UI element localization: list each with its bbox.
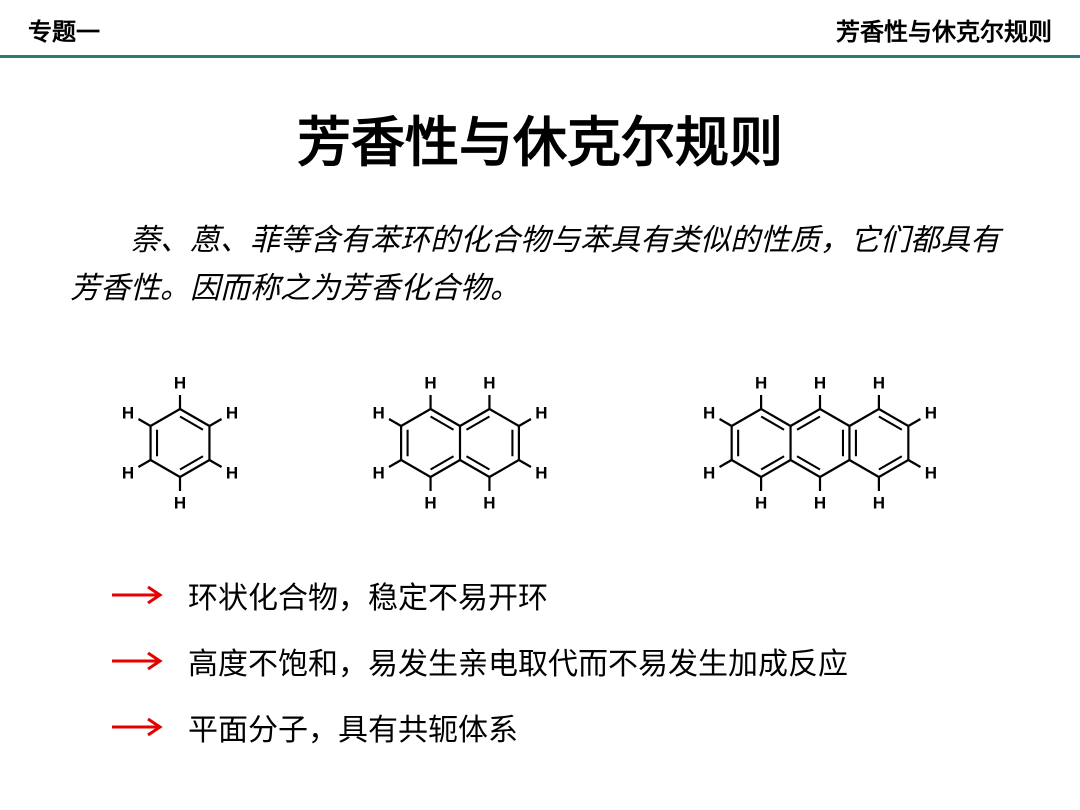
bullet-item: 平面分子，具有共轭体系	[110, 705, 1080, 749]
bullet-text: 高度不饱和，易发生亲电取代而不易发生加成反应	[188, 639, 848, 683]
svg-text:H: H	[755, 493, 767, 512]
header-topic: 专题一	[28, 12, 100, 47]
svg-text:H: H	[925, 463, 937, 482]
svg-text:H: H	[535, 463, 547, 482]
benzene-diagram: H H H H H H	[80, 348, 280, 538]
svg-text:H: H	[483, 493, 495, 512]
bullet-text: 平面分子，具有共轭体系	[188, 705, 518, 749]
svg-text:H: H	[535, 403, 547, 422]
svg-text:H: H	[174, 493, 186, 512]
bullet-item: 高度不饱和，易发生亲电取代而不易发生加成反应	[110, 639, 1080, 683]
slide-header: 专题一 芳香性与休克尔规则	[0, 0, 1080, 58]
svg-text:H: H	[122, 463, 134, 482]
arrow-icon	[110, 583, 170, 607]
svg-text:H: H	[703, 463, 715, 482]
intro-paragraph: 萘、蒽、菲等含有苯环的化合物与苯具有类似的性质，它们都具有芳香性。因而称之为芳香…	[70, 217, 1010, 313]
svg-text:H: H	[925, 403, 937, 422]
svg-text:H: H	[755, 373, 767, 392]
header-subject: 芳香性与休克尔规则	[836, 12, 1052, 47]
anthracene-diagram: H H H H H H H H H H	[640, 348, 1000, 538]
svg-text:H: H	[174, 373, 186, 392]
svg-text:H: H	[226, 403, 238, 422]
svg-text:H: H	[226, 463, 238, 482]
svg-text:H: H	[814, 493, 826, 512]
svg-text:H: H	[873, 493, 885, 512]
svg-text:H: H	[703, 403, 715, 422]
svg-text:H: H	[424, 373, 436, 392]
svg-text:H: H	[814, 373, 826, 392]
bullet-text: 环状化合物，稳定不易开环	[188, 573, 548, 617]
bullet-item: 环状化合物，稳定不易开环	[110, 573, 1080, 617]
svg-text:H: H	[483, 373, 495, 392]
svg-text:H: H	[424, 493, 436, 512]
molecule-row: H H H H H H H H H H H H H H H H H H H H H H H H	[60, 343, 1020, 543]
svg-text:H: H	[873, 373, 885, 392]
bullet-list: 环状化合物，稳定不易开环 高度不饱和，易发生亲电取代而不易发生加成反应 平面分子…	[110, 573, 1080, 749]
slide-title: 芳香性与休克尔规则	[0, 98, 1080, 177]
arrow-icon	[110, 715, 170, 739]
svg-text:H: H	[122, 403, 134, 422]
arrow-icon	[110, 649, 170, 673]
svg-text:H: H	[372, 403, 384, 422]
svg-text:H: H	[372, 463, 384, 482]
naphthalene-diagram: H H H H H H H H	[320, 348, 600, 538]
